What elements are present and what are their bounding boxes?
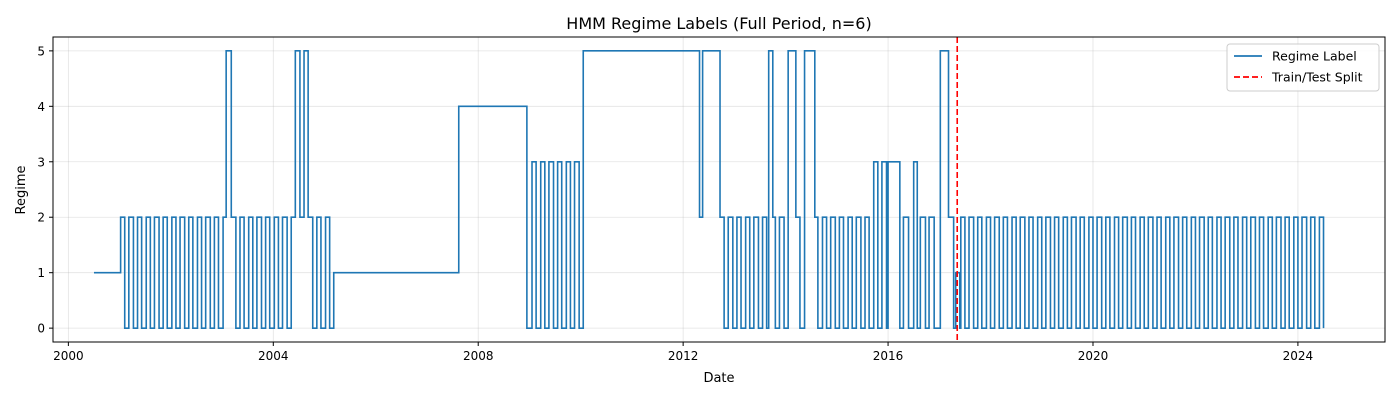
- chart-title: HMM Regime Labels (Full Period, n=6): [566, 14, 871, 33]
- legend-label-train-test-split: Train/Test Split: [1271, 70, 1363, 85]
- y-tick-label: 5: [37, 44, 45, 58]
- y-tick-label: 2: [37, 211, 45, 225]
- y-tick-label: 4: [37, 100, 45, 114]
- x-tick-label: 2004: [258, 349, 289, 363]
- legend-label-regime-label: Regime Label: [1272, 49, 1357, 64]
- y-axis-ticks: 0 1 2 3 4 5: [37, 44, 53, 336]
- y-tick-label: 0: [37, 322, 45, 336]
- plot-frame: [52, 36, 1386, 343]
- y-tick-label: 3: [37, 155, 45, 169]
- regime-label-line: [93, 50, 1325, 329]
- x-axis-ticks: 2000 2004 2008 2012 2016 2020 2024: [53, 342, 1313, 363]
- series-layer: [93, 50, 1325, 329]
- y-axis-label: Regime: [14, 166, 29, 215]
- x-tick-label: 2016: [873, 349, 904, 363]
- x-tick-label: 2000: [53, 349, 84, 363]
- x-axis-label: Date: [703, 371, 734, 386]
- x-tick-label: 2020: [1078, 349, 1109, 363]
- x-tick-label: 2024: [1283, 349, 1314, 363]
- legend-box: [1226, 43, 1380, 92]
- x-tick-label: 2008: [463, 349, 494, 363]
- x-tick-label: 2012: [668, 349, 699, 363]
- y-tick-label: 1: [37, 266, 45, 280]
- legend: Regime Label Train/Test Split: [1226, 43, 1380, 92]
